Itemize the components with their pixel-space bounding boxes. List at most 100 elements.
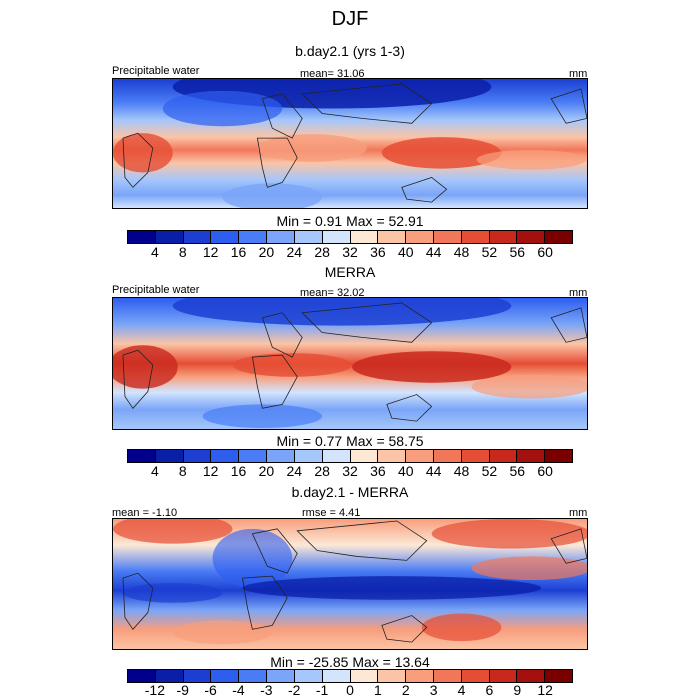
colorbar-tick-label: 24	[286, 244, 303, 260]
colorbar-swatch	[267, 670, 295, 682]
colorbar-tick-label: -9	[176, 682, 189, 698]
colorbar-tick-label: -6	[204, 682, 217, 698]
panel-1-coastlines	[122, 83, 587, 203]
colorbar-swatch	[322, 231, 351, 243]
colorbar-swatch	[294, 231, 323, 243]
colorbar-tick-label: 28	[314, 463, 330, 479]
panel-3-mean-label: mean = -1.10	[112, 507, 178, 519]
colorbar-tick-label: 20	[258, 244, 275, 260]
colorbar-tick-label: 16	[230, 463, 247, 479]
colorbar-tick-label: 56	[509, 463, 526, 479]
panel-1-mean-label: mean= 31.06	[300, 68, 365, 80]
colorbar-swatch	[211, 450, 240, 462]
panel-2-map	[112, 297, 588, 430]
colorbar-tick-label: 2	[401, 682, 410, 698]
colorbar-tick-label: 44	[425, 463, 442, 479]
colorbar-swatch	[350, 670, 379, 682]
colorbar-tick-label: 36	[370, 463, 386, 479]
colorbar-tick-label: 28	[314, 244, 330, 260]
panel-1-subtitle: b.day2.1 (yrs 1-3)	[295, 43, 405, 59]
colorbar-tick-label: 20	[258, 463, 275, 479]
colorbar-swatch	[239, 450, 268, 462]
panel-2-subtitle: MERRA	[324, 264, 376, 280]
colorbar-swatch	[350, 450, 379, 462]
colorbar-tick-label: 16	[230, 244, 247, 260]
colorbar-tick-label: -12	[144, 682, 165, 698]
colorbar-tick-label: 56	[509, 244, 526, 260]
colorbar-swatch	[545, 670, 572, 682]
colorbar-swatch	[128, 231, 156, 243]
panel-2-variable-label: Precipitable water	[112, 284, 200, 296]
colorbar-tick-label: 0	[346, 682, 354, 698]
colorbar-swatch	[378, 450, 407, 462]
colorbar-swatch	[517, 670, 546, 682]
colorbar-swatch	[406, 450, 434, 462]
panel-3-coastlines	[122, 520, 587, 643]
colorbar-tick-label: 4	[150, 463, 159, 479]
colorbar-tick-label: 36	[370, 244, 386, 260]
colorbar-swatch	[433, 450, 462, 462]
colorbar-tick-label: 48	[453, 463, 470, 479]
colorbar-tick-label: 52	[481, 463, 498, 479]
colorbar-tick-label: 40	[397, 244, 414, 260]
colorbar-swatch	[239, 231, 268, 243]
colorbar-swatch	[406, 231, 434, 243]
panel-3-rmse-label: rmse = 4.41	[302, 507, 361, 519]
colorbar-swatch	[433, 670, 462, 682]
panel-2-field	[113, 298, 587, 429]
colorbar-swatch	[461, 231, 490, 243]
colorbar-swatch	[294, 670, 323, 682]
colorbar-swatch	[294, 450, 323, 462]
colorbar-tick-label: 4	[150, 244, 159, 260]
colorbar-tick-label: 12	[202, 463, 219, 479]
colorbar-swatch	[183, 231, 212, 243]
colorbar-swatch	[461, 450, 490, 462]
colorbar-tick-label: -3	[260, 682, 273, 698]
colorbar-swatch	[517, 450, 546, 462]
panel-2-min-max: Min = 0.77 Max = 58.75	[276, 433, 424, 449]
panel-3-colorbar-ticks: -12 -9 -6 -4 -3 -2 -1 0 1 2 3 4 6 9 12	[127, 682, 573, 700]
colorbar-swatch	[378, 231, 407, 243]
colorbar-tick-label: 32	[342, 244, 358, 260]
colorbar-swatch	[267, 450, 295, 462]
colorbar-tick-label: 12	[202, 244, 219, 260]
colorbar-swatch	[155, 670, 184, 682]
colorbar-swatch	[267, 231, 295, 243]
colorbar-tick-label: 44	[425, 244, 442, 260]
panel-2-units-label: mm	[569, 287, 588, 299]
colorbar-tick-label: 24	[286, 463, 303, 479]
colorbar-swatch	[322, 450, 351, 462]
panel-1-min-max: Min = 0.91 Max = 52.91	[276, 213, 424, 229]
colorbar-swatch	[350, 231, 379, 243]
colorbar-swatch	[517, 231, 546, 243]
colorbar-tick-label: 48	[453, 244, 470, 260]
colorbar-tick-label: 52	[481, 244, 498, 260]
colorbar-swatch	[155, 231, 184, 243]
colorbar-swatch	[322, 670, 351, 682]
panel-2-colorbar	[127, 449, 573, 463]
panel-3-map	[112, 518, 588, 650]
colorbar-tick-label: 4	[457, 682, 466, 698]
colorbar-tick-label: -1	[315, 682, 329, 698]
panel-3-colorbar	[127, 669, 573, 683]
colorbar-swatch	[461, 670, 490, 682]
colorbar-swatch	[378, 670, 407, 682]
colorbar-tick-label: 60	[537, 244, 553, 260]
colorbar-tick-label: 32	[342, 463, 358, 479]
panel-3-subtitle: b.day2.1 - MERRA	[291, 484, 409, 500]
panel-3-field	[113, 519, 587, 649]
colorbar-swatch	[433, 231, 462, 243]
panel-2-mean-label: mean= 32.02	[300, 287, 365, 299]
panel-1-colorbar	[127, 230, 573, 244]
panel-1-colorbar-ticks: 4 8 12 16 20 24 28 32 36 40 44 48 52 56 60	[127, 244, 573, 262]
panel-1-variable-label: Precipitable water	[112, 65, 200, 77]
colorbar-swatch	[128, 450, 156, 462]
colorbar-swatch	[489, 450, 518, 462]
figure-title: DJF	[331, 8, 369, 30]
colorbar-swatch	[211, 231, 240, 243]
colorbar-tick-label: -4	[232, 682, 245, 698]
colorbar-swatch	[211, 670, 240, 682]
colorbar-swatch	[239, 670, 268, 682]
colorbar-tick-label: 3	[429, 682, 438, 698]
colorbar-swatch	[183, 450, 212, 462]
